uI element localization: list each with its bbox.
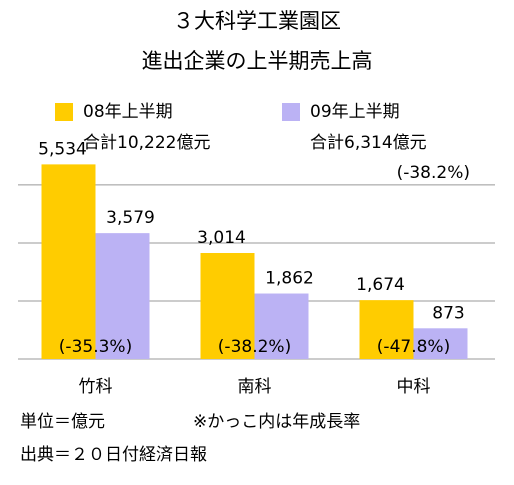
chart-title: ３大科学工業園区 bbox=[173, 9, 341, 33]
change-label: (-47.8%) bbox=[377, 337, 450, 357]
note: 出典＝２０日付経済日報 bbox=[20, 445, 207, 465]
change-label: (-35.3%) bbox=[59, 337, 132, 357]
x-tick-label: 南科 bbox=[238, 377, 272, 397]
x-tick-label: 中科 bbox=[397, 377, 431, 397]
legend-swatch bbox=[282, 103, 300, 121]
bar bbox=[413, 328, 468, 359]
bar bbox=[359, 300, 414, 359]
data-label: 3,579 bbox=[106, 208, 155, 228]
data-label: 1,674 bbox=[356, 275, 405, 295]
change-label: (-38.2%) bbox=[218, 337, 291, 357]
legend-swatch bbox=[55, 103, 73, 121]
legend-change: (-38.2%) bbox=[397, 163, 470, 183]
x-tick-label: 竹科 bbox=[79, 377, 113, 397]
bar bbox=[41, 164, 96, 359]
bar bbox=[95, 233, 150, 359]
legend-label: 08年上半期 bbox=[83, 102, 173, 122]
legend-note: 合計10,222億元 bbox=[83, 133, 210, 153]
chart-subtitle: 進出企業の上半期売上高 bbox=[142, 49, 373, 73]
bar bbox=[254, 293, 309, 359]
legend-note: 合計6,314億元 bbox=[310, 133, 427, 153]
data-label: 5,534 bbox=[38, 139, 87, 159]
data-label: 873 bbox=[432, 303, 464, 323]
bar bbox=[200, 253, 255, 359]
note: 単位＝億元 bbox=[20, 412, 105, 432]
legend-label: 09年上半期 bbox=[310, 102, 400, 122]
data-label: 3,014 bbox=[197, 228, 246, 248]
note: ※かっこ内は年成長率 bbox=[193, 412, 360, 432]
data-label: 1,862 bbox=[265, 269, 314, 289]
